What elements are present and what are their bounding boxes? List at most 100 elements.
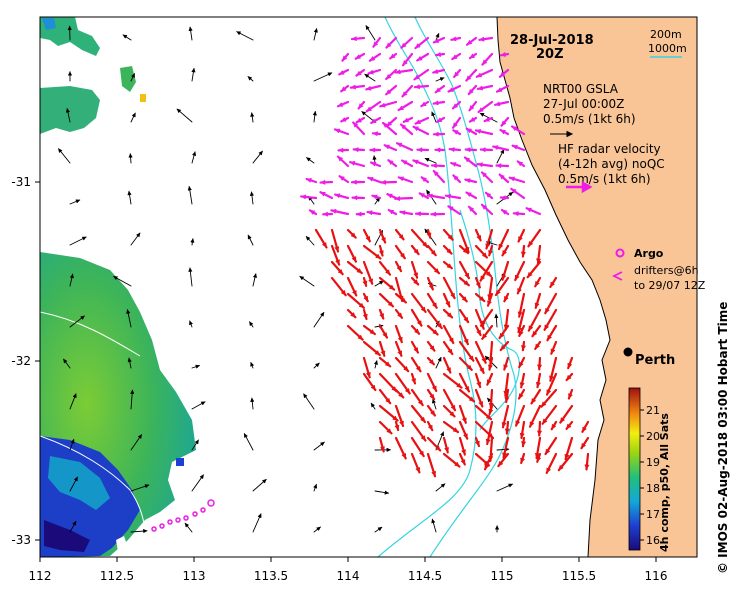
velocity-arrow: [497, 452, 510, 468]
velocity-arrow: [378, 356, 392, 368]
velocity-arrow: [336, 100, 350, 108]
velocity-arrow: [494, 313, 499, 328]
velocity-arrow: [387, 159, 398, 168]
velocity-arrow: [442, 228, 454, 241]
velocity-arrow: [442, 260, 453, 270]
velocity-arrow: [498, 324, 510, 340]
velocity-arrow: [355, 211, 366, 217]
velocity-arrow: [341, 52, 350, 62]
velocity-arrow: [442, 244, 453, 255]
velocity-arrow: [497, 228, 510, 251]
velocity-arrow: [386, 193, 398, 200]
velocity-arrow: [362, 228, 371, 243]
velocity-arrow: [486, 292, 494, 307]
velocity-arrow: [249, 321, 254, 328]
velocity-arrow: [394, 340, 403, 357]
velocity-arrow: [305, 236, 315, 246]
colorbar-tick-label: 18: [646, 482, 660, 495]
velocity-arrow: [474, 260, 493, 278]
velocity-arrow: [474, 128, 494, 136]
velocity-arrow: [474, 244, 488, 259]
velocity-arrow: [362, 292, 369, 303]
velocity-arrow: [480, 203, 494, 216]
velocity-arrow: [340, 84, 350, 93]
velocity-arrow: [126, 309, 132, 328]
velocity-arrow: [333, 128, 350, 136]
velocity-arrow: [426, 276, 434, 291]
velocity-arrow: [485, 420, 494, 446]
velocity-arrow: [483, 116, 494, 123]
velocity-arrow: [450, 161, 462, 168]
velocity-arrow: [394, 372, 411, 395]
velocity-arrow: [410, 372, 417, 385]
velocity-arrow: [414, 116, 430, 125]
velocity-arrow: [414, 211, 430, 217]
velocity-arrow: [130, 528, 148, 534]
velocity-arrow: [430, 163, 446, 169]
velocity-arrow: [250, 112, 255, 123]
velocity-arrow: [250, 397, 255, 410]
velocity-arrow: [426, 244, 437, 257]
velocity-arrow: [536, 420, 543, 437]
velocity-arrow: [184, 522, 193, 533]
velocity-arrow: [340, 116, 350, 123]
hf-radar-velocity-arrows: [300, 36, 590, 478]
velocity-arrow: [191, 401, 206, 410]
velocity-arrow: [519, 420, 526, 440]
velocity-arrow: [488, 244, 494, 257]
velocity-arrow: [484, 191, 494, 200]
velocity-arrow: [442, 324, 455, 345]
velocity-arrow: [410, 452, 421, 474]
velocity-arrow: [378, 436, 385, 453]
velocity-arrow: [313, 483, 318, 492]
velocity-arrow: [313, 28, 318, 41]
velocity-arrow: [338, 175, 350, 184]
velocity-arrow: [474, 324, 482, 337]
velocity-arrow: [420, 176, 430, 184]
velocity-arrow: [394, 436, 407, 460]
velocity-arrow: [394, 356, 410, 373]
velocity-arrow: [549, 356, 558, 382]
velocity-arrow: [527, 308, 542, 332]
velocity-arrow: [355, 116, 366, 124]
velocity-arrow: [540, 388, 558, 408]
velocity-arrow: [475, 68, 494, 78]
velocity-arrow: [382, 121, 398, 136]
velocity-arrow: [374, 526, 383, 533]
velocity-arrow: [458, 420, 469, 440]
velocity-arrow: [372, 36, 382, 48]
drifter-legend-icon: [611, 271, 623, 281]
velocity-arrow: [130, 73, 136, 82]
velocity-arrow: [365, 25, 376, 41]
argo-legend-label: Argo: [634, 247, 664, 260]
velocity-arrow: [378, 292, 395, 308]
velocity-arrow: [525, 207, 542, 216]
velocity-arrow: [503, 356, 510, 371]
velocity-arrow: [394, 228, 405, 241]
velocity-arrow: [510, 187, 526, 200]
colorbar-tick-label: 21: [646, 404, 660, 417]
velocity-arrow: [402, 116, 414, 123]
velocity-arrow: [453, 68, 462, 79]
velocity-arrow: [372, 155, 377, 164]
colorbar-tick-label: 19: [646, 456, 660, 469]
velocity-arrow: [319, 179, 334, 185]
velocity-arrow: [479, 112, 498, 123]
velocity-arrow: [385, 116, 398, 128]
velocity-arrow: [357, 100, 366, 110]
velocity-arrow: [534, 292, 542, 309]
y-tick-label: -33: [11, 533, 31, 547]
velocity-arrow: [250, 361, 255, 369]
velocity-arrow: [378, 324, 389, 339]
velocity-arrow: [476, 84, 494, 91]
velocity-arrow: [424, 157, 437, 164]
perth-marker-icon: [623, 347, 633, 357]
velocity-arrow: [65, 108, 71, 123]
velocity-arrow: [517, 308, 526, 334]
velocity-arrow: [480, 308, 494, 327]
velocity-arrow: [426, 340, 436, 352]
velocity-arrow: [308, 209, 318, 216]
velocity-arrow: [394, 195, 414, 202]
velocity-arrow: [370, 116, 382, 125]
velocity-arrow: [314, 228, 328, 249]
